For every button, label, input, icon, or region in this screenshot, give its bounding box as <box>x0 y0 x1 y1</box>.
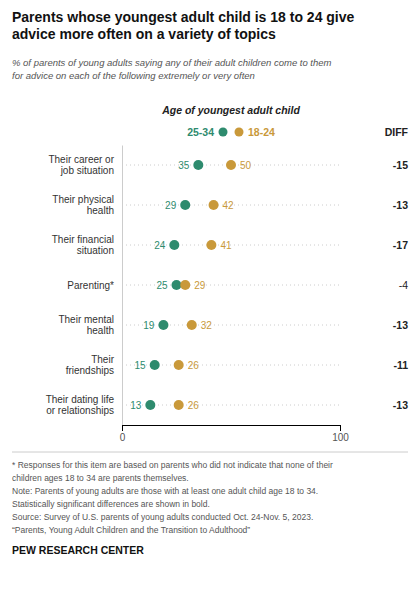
footnote: Note: Parents of young adults are those … <box>12 486 318 496</box>
footnote: * Responses for this item are based on p… <box>12 460 333 470</box>
data-label: 32 <box>201 320 213 331</box>
subtitle: % of parents of young adults saying any … <box>12 57 332 81</box>
y-tick: Their dating lifeor relationships <box>46 394 115 417</box>
data-label: 15 <box>135 360 147 371</box>
diff-value: -4 <box>399 279 408 291</box>
category-label: Their mentalhealth <box>58 314 114 337</box>
legend: 25-34 18-24 <box>187 126 275 138</box>
data-label: 24 <box>154 240 166 251</box>
y-tick: Their career orjob situation <box>48 154 114 177</box>
data-label: 26 <box>188 400 200 411</box>
category-label: Their financialsituation <box>52 234 114 257</box>
x-tick: 0 <box>120 425 126 443</box>
category-label: Parenting* <box>67 280 114 291</box>
legend-title: Age of youngest adult child <box>161 104 300 116</box>
diff-value: -15 <box>393 159 408 171</box>
row-line <box>122 285 340 286</box>
dot <box>169 240 179 250</box>
dot <box>172 280 182 290</box>
data-label: 19 <box>143 320 155 331</box>
plot-area <box>122 160 340 410</box>
y-tick: Parenting* <box>67 280 114 291</box>
data-label: 13 <box>130 400 142 411</box>
row-line <box>122 325 340 326</box>
x-tick-label: 100 <box>332 432 349 443</box>
category-label: Theirfriendships <box>66 354 115 377</box>
category-label: Their dating lifeor relationships <box>46 394 115 417</box>
x-tick-label: 0 <box>120 432 126 443</box>
y-axis: Their career orjob situation Their physic… <box>46 146 123 426</box>
legend-marker <box>235 128 244 137</box>
diff-column: -15 -13 -17 -4 -13 -11 -13 <box>393 159 408 411</box>
category-label: Their career orjob situation <box>48 154 114 177</box>
dot <box>180 200 190 210</box>
dot <box>193 160 203 170</box>
data-label: 25 <box>156 280 168 291</box>
data-label: 29 <box>194 280 206 291</box>
y-tick: Their financialsituation <box>52 234 114 257</box>
footnote: children ages 18 to 34 are parents thems… <box>12 473 189 483</box>
dot <box>174 360 184 370</box>
data-label: 41 <box>220 240 232 251</box>
dot <box>187 320 197 330</box>
dot <box>180 280 190 290</box>
legend-marker <box>219 128 228 137</box>
diff-value: -13 <box>393 199 408 211</box>
data-labels: 35 29 24 25 19 15 13 50 42 41 29 32 26 26 <box>130 160 251 411</box>
footnote: Statistically significant differences ar… <box>12 499 210 509</box>
x-axis: 0 100 <box>120 425 350 443</box>
legend-label: 25-34 <box>187 126 214 138</box>
footnote: Source: Survey of U.S. parents of young … <box>12 512 313 522</box>
separator <box>12 452 408 453</box>
dot <box>158 320 168 330</box>
data-label: 26 <box>188 360 200 371</box>
data-label: 50 <box>240 160 252 171</box>
title: Parents whose youngest adult child is 18… <box>12 9 355 42</box>
diff-value: -13 <box>393 399 408 411</box>
dot <box>150 360 160 370</box>
diff-header: DIFF <box>385 126 409 138</box>
diff-value: -11 <box>393 359 408 371</box>
diff-value: -13 <box>393 319 408 331</box>
legend-label: 18-24 <box>248 126 275 138</box>
y-tick: Their physicalhealth <box>52 194 114 217</box>
x-tick: 100 <box>332 425 349 443</box>
x-tick-mark <box>340 425 341 431</box>
dot <box>209 200 219 210</box>
y-tick: Their mentalhealth <box>58 314 114 337</box>
data-label: 29 <box>165 200 177 211</box>
diff-value: -17 <box>393 239 408 251</box>
y-tick: Theirfriendships <box>66 354 115 377</box>
dot <box>145 400 155 410</box>
data-label: 42 <box>223 200 235 211</box>
category-label: Their physicalhealth <box>52 194 114 217</box>
chart: Parents whose youngest adult child is 18… <box>0 0 420 599</box>
dot <box>174 400 184 410</box>
x-axis-line <box>123 426 341 432</box>
x-tick-mark <box>122 425 123 431</box>
dot <box>226 160 236 170</box>
footnote: “Parents, Young Adult Children and the T… <box>12 525 250 535</box>
credit: PEW RESEARCH CENTER <box>12 544 144 556</box>
data-label: 35 <box>178 160 190 171</box>
dot <box>206 240 216 250</box>
